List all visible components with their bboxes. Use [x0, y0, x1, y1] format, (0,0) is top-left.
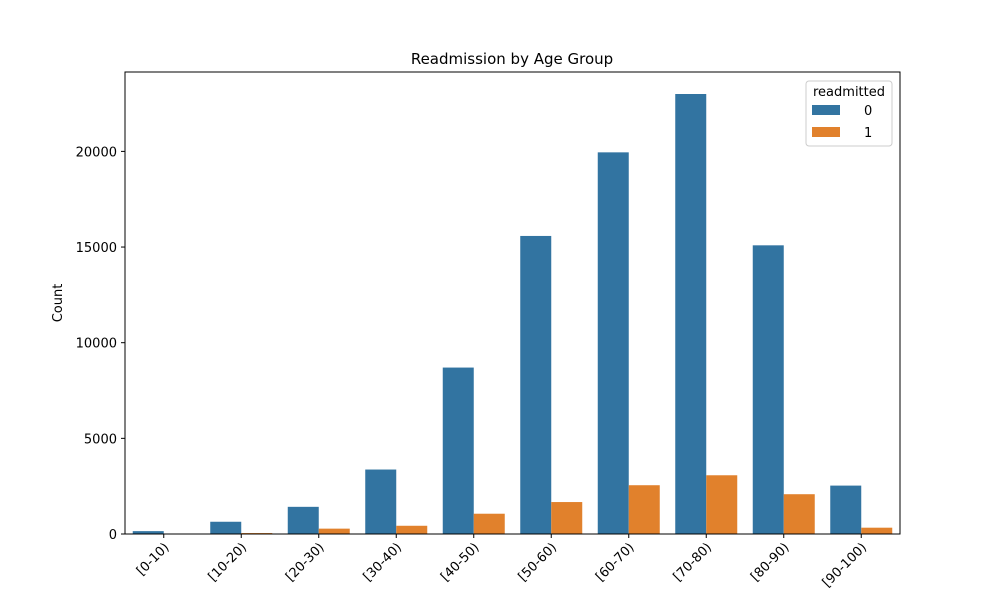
bar-[30-40)-series-0 [365, 469, 397, 534]
legend: readmitted 0 1 [805, 80, 893, 147]
legend-label-1: 1 [864, 126, 872, 141]
bar-[60-70)-series-1 [628, 485, 660, 534]
legend-title: readmitted [813, 85, 885, 100]
y-axis: 0 5000 10000 15000 20000 [76, 145, 125, 543]
legend-swatch-0 [812, 105, 840, 115]
x-tick-label: [50-60) [516, 540, 560, 584]
x-tick-label: [10-20) [206, 540, 250, 584]
legend-label-0: 0 [864, 104, 872, 119]
bar-[10-20)-series-0 [210, 521, 242, 534]
chart-title: Readmission by Age Group [411, 50, 613, 68]
x-axis: [0-10) [10-20) [20-30) [30-40) [40-50) [50-60… [134, 534, 870, 591]
bar-[80-90)-series-1 [783, 494, 815, 534]
bar-[70-80)-series-0 [675, 94, 707, 534]
y-tick-label: 0 [109, 528, 117, 543]
bar-[80-90)-series-0 [752, 245, 784, 535]
x-tick-label: [70-80) [671, 540, 715, 584]
x-tick-label: [60-70) [593, 540, 637, 584]
bar-[40-50)-series-0 [442, 367, 474, 534]
y-tick-label: 20000 [76, 145, 117, 160]
bar-[0-10)-series-0 [132, 531, 164, 534]
plot-frame [124, 71, 901, 535]
bar-[40-50)-series-1 [473, 513, 505, 534]
x-tick-label: [0-10) [134, 540, 173, 579]
bar-[50-60)-series-0 [520, 235, 552, 535]
y-tick-label: 5000 [84, 432, 117, 447]
x-tick-label: [20-30) [283, 540, 327, 584]
bar-[30-40)-series-1 [396, 525, 428, 534]
bar-[60-70)-series-0 [597, 152, 629, 534]
bar-[20-30)-series-0 [287, 506, 319, 534]
y-tick-label: 15000 [76, 241, 117, 256]
bar-[50-60)-series-1 [551, 502, 583, 534]
y-axis-label: Count [51, 284, 66, 323]
x-tick-label: [30-40) [361, 540, 405, 584]
y-tick-label: 10000 [76, 337, 117, 352]
bar-[70-80)-series-1 [706, 475, 738, 534]
bars-layer [132, 94, 893, 535]
x-tick-label: [90-100) [820, 540, 870, 590]
bar-[90-100)-series-1 [861, 527, 893, 534]
x-tick-label: [40-50) [438, 540, 482, 584]
x-tick-label: [80-90) [748, 540, 792, 584]
legend-swatch-1 [812, 127, 840, 137]
bar-[20-30)-series-1 [318, 528, 350, 534]
bar-[90-100)-series-0 [830, 485, 862, 534]
